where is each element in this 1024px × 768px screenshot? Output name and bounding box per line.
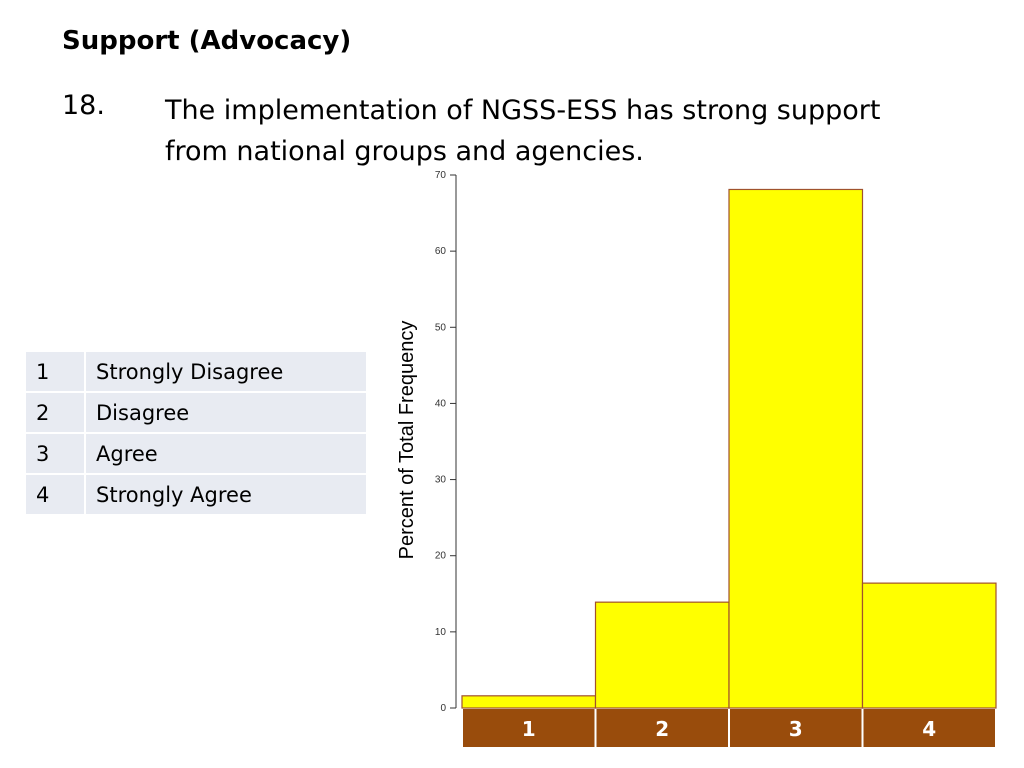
legend-code: 3 [26, 434, 86, 473]
question-line-1: The implementation of NGSS-ESS has stron… [165, 95, 881, 126]
legend-row: 4 Strongly Agree [26, 475, 366, 514]
category-band-1 [463, 709, 595, 747]
response-legend-table: 1 Strongly Disagree 2 Disagree 3 Agree 4… [26, 350, 366, 516]
y-tick-label-60: 60 [435, 246, 447, 257]
bar-2 [594, 601, 730, 709]
bar-4 [861, 582, 997, 709]
question-text: The implementation of NGSS-ESS has stron… [165, 90, 925, 172]
y-tick-label-40: 40 [435, 398, 447, 409]
legend-label: Strongly Disagree [86, 352, 366, 391]
bar-3 [728, 188, 864, 709]
slide-title: Support (Advocacy) [62, 26, 352, 56]
category-band-4 [863, 709, 995, 747]
legend-code: 2 [26, 393, 86, 432]
legend-row: 1 Strongly Disagree [26, 352, 366, 391]
category-band-2 [596, 709, 728, 747]
category-band-3 [730, 709, 862, 747]
bar-group [461, 188, 997, 709]
legend-label: Disagree [86, 393, 366, 432]
category-label-3: 3 [789, 717, 803, 741]
bar-1 [461, 695, 597, 709]
legend-code: 1 [26, 352, 86, 391]
category-label-2: 2 [655, 717, 669, 741]
y-tick-label-30: 30 [435, 475, 447, 486]
legend-label: Agree [86, 434, 366, 473]
category-label-1: 1 [522, 717, 536, 741]
y-tick-label-20: 20 [435, 551, 447, 562]
legend-row: 2 Disagree [26, 393, 366, 432]
y-tick-label-50: 50 [435, 322, 447, 333]
y-tick-label-10: 10 [435, 627, 447, 638]
legend-label: Strongly Agree [86, 475, 366, 514]
y-axis: 0 10 20 30 40 50 60 70 [435, 170, 457, 714]
y-tick-label-0: 0 [440, 703, 446, 714]
legend-row: 3 Agree [26, 434, 366, 473]
question-line-2: from national groups and agencies. [165, 136, 644, 167]
y-axis-label: Percent of Total Frequency [396, 321, 418, 560]
legend-code: 4 [26, 475, 86, 514]
category-label-4: 4 [922, 717, 936, 741]
question-number: 18. [62, 90, 105, 121]
y-tick-label-70: 70 [435, 170, 447, 181]
category-band-group: 1 2 3 4 [463, 709, 995, 747]
